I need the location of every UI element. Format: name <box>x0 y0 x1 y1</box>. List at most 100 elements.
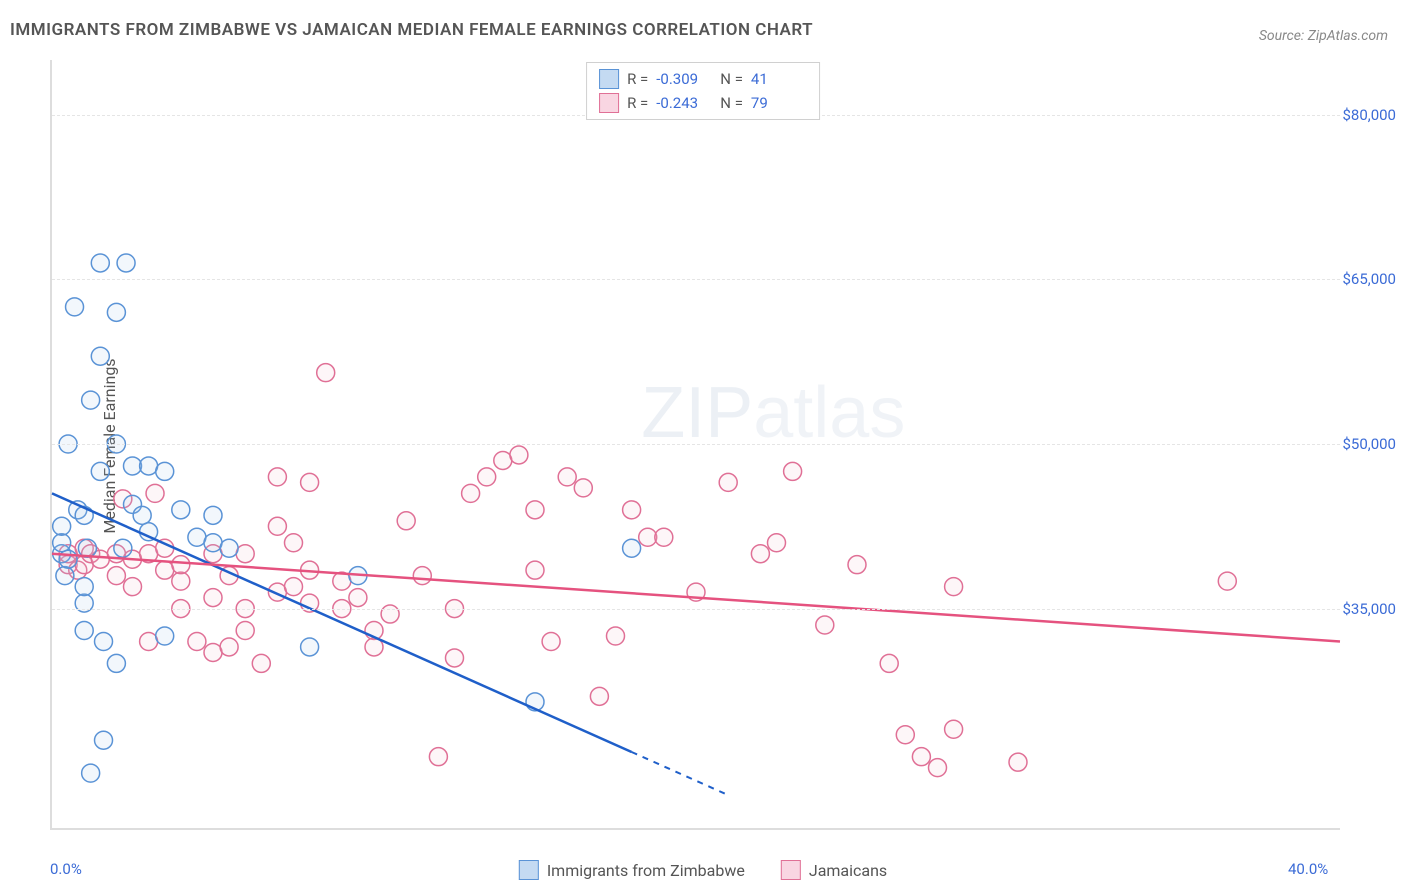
scatter-point <box>719 473 737 491</box>
scatter-point <box>880 654 898 672</box>
scatter-point <box>82 764 100 782</box>
legend-label-1: Jamaicans <box>809 861 887 880</box>
legend-swatch-1 <box>781 860 801 880</box>
plot-area: ZIPatlas <box>50 60 1340 830</box>
scatter-point <box>252 654 270 672</box>
scatter-point <box>929 759 947 777</box>
scatter-point <box>301 638 319 656</box>
stats-box: R = -0.309 N = 41 R = -0.243 N = 79 <box>586 62 820 120</box>
scatter-point <box>1009 753 1027 771</box>
scatter-point <box>896 726 914 744</box>
scatter-point <box>478 468 496 486</box>
scatter-point <box>912 748 930 766</box>
y-tick-label: $50,000 <box>1342 435 1396 453</box>
scatter-point <box>526 501 544 519</box>
r-value-1: -0.243 <box>656 94 712 112</box>
scatter-point <box>317 364 335 382</box>
scatter-point <box>140 632 158 650</box>
trend-line-dash <box>632 752 729 795</box>
n-value-1: 79 <box>751 94 807 112</box>
scatter-point <box>236 545 254 563</box>
stats-row-1: R = -0.243 N = 79 <box>599 91 807 115</box>
scatter-point <box>91 462 109 480</box>
scatter-point <box>172 572 190 590</box>
x-tick-label: 0.0% <box>50 860 82 878</box>
y-tick-label: $80,000 <box>1342 106 1396 124</box>
y-tick-label: $65,000 <box>1342 270 1396 288</box>
swatch-1 <box>599 93 619 113</box>
scatter-point <box>204 534 222 552</box>
gridline <box>52 609 1340 610</box>
scatter-point <box>107 654 125 672</box>
scatter-point <box>301 473 319 491</box>
scatter-point <box>107 567 125 585</box>
scatter-point <box>204 643 222 661</box>
r-label-0: R = <box>627 70 648 88</box>
scatter-point <box>156 561 174 579</box>
scatter-point <box>53 517 71 535</box>
swatch-0 <box>599 69 619 89</box>
scatter-point <box>268 468 286 486</box>
scatter-point <box>623 501 641 519</box>
scatter-point <box>607 627 625 645</box>
gridline <box>52 444 1340 445</box>
scatter-point <box>220 638 238 656</box>
scatter-point <box>204 506 222 524</box>
gridline <box>52 279 1340 280</box>
scatter-point <box>82 391 100 409</box>
scatter-point <box>188 632 206 650</box>
x-tick-label: 40.0% <box>1288 860 1328 878</box>
scatter-point <box>172 556 190 574</box>
scatter-point <box>526 561 544 579</box>
scatter-point <box>623 539 641 557</box>
scatter-point <box>107 303 125 321</box>
scatter-point <box>53 534 71 552</box>
scatter-point <box>91 254 109 272</box>
scatter-point <box>236 622 254 640</box>
r-label-1: R = <box>627 94 648 112</box>
scatter-point <box>66 298 84 316</box>
scatter-point <box>446 649 464 667</box>
n-label-0: N = <box>720 70 743 88</box>
stats-row-0: R = -0.309 N = 41 <box>599 67 807 91</box>
scatter-point <box>349 589 367 607</box>
scatter-point <box>945 720 963 738</box>
scatter-point <box>268 517 286 535</box>
scatter-point <box>59 550 77 568</box>
legend-swatch-0 <box>519 860 539 880</box>
scatter-point <box>140 457 158 475</box>
scatter-point <box>590 687 608 705</box>
scatter-point <box>413 567 431 585</box>
scatter-point <box>75 578 93 596</box>
scatter-point <box>114 539 132 557</box>
scatter-point <box>558 468 576 486</box>
scatter-point <box>816 616 834 634</box>
scatter-point <box>285 578 303 596</box>
scatter-point <box>75 622 93 640</box>
scatter-point <box>95 632 113 650</box>
legend-label-0: Immigrants from Zimbabwe <box>547 861 745 880</box>
scatter-point <box>542 632 560 650</box>
scatter-point <box>156 627 174 645</box>
scatter-point <box>95 731 113 749</box>
scatter-point <box>462 484 480 502</box>
scatter-point <box>639 528 657 546</box>
scatter-point <box>204 589 222 607</box>
scatter-point <box>510 446 528 464</box>
scatter-point <box>285 534 303 552</box>
scatter-point <box>156 462 174 480</box>
legend-item-0: Immigrants from Zimbabwe <box>519 860 745 880</box>
scatter-point <box>172 501 190 519</box>
scatter-point <box>124 457 142 475</box>
scatter-point <box>117 254 135 272</box>
scatter-point <box>397 512 415 530</box>
trend-line <box>52 493 632 752</box>
scatter-point <box>133 506 151 524</box>
scatter-point <box>768 534 786 552</box>
chart-title: IMMIGRANTS FROM ZIMBABWE VS JAMAICAN MED… <box>10 20 813 40</box>
scatter-point <box>655 528 673 546</box>
scatter-point <box>220 539 238 557</box>
scatter-point <box>494 451 512 469</box>
scatter-point <box>146 484 164 502</box>
y-tick-label: $35,000 <box>1342 600 1396 618</box>
